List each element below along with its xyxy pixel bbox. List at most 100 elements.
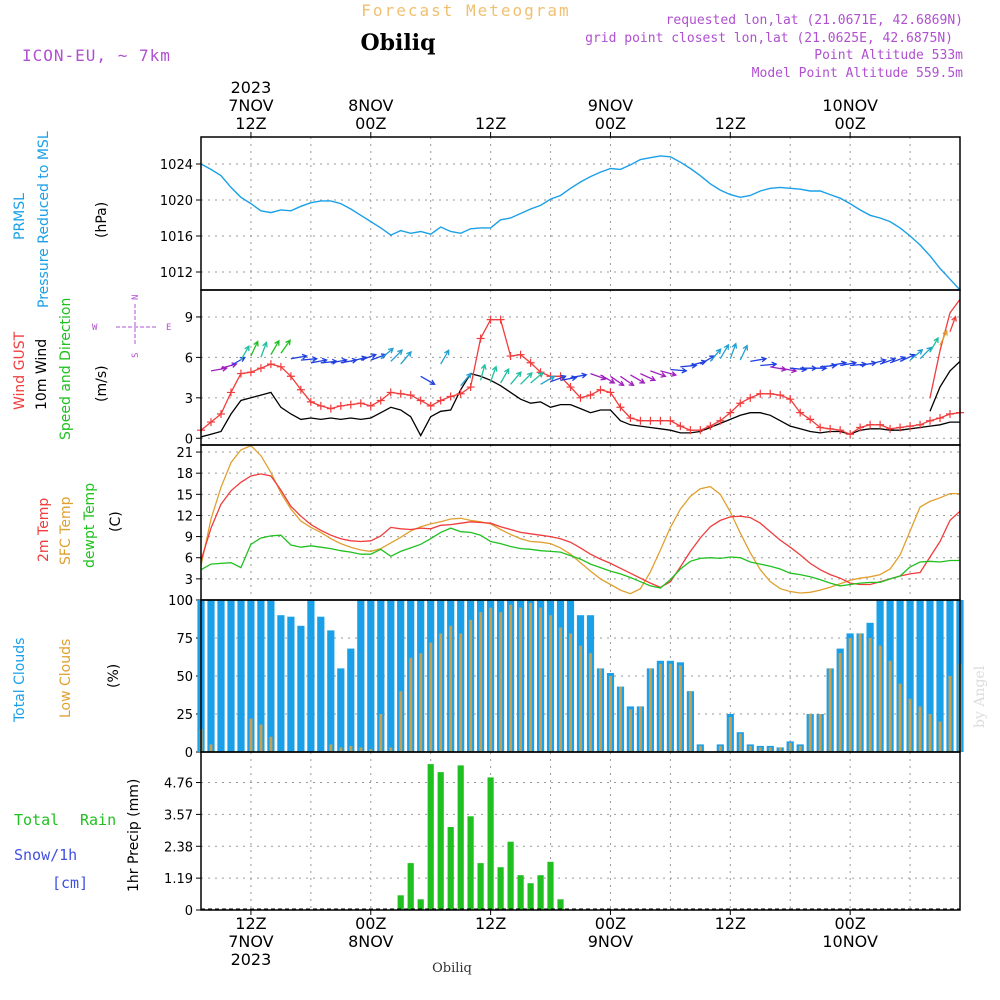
low-cloud-bar — [698, 745, 702, 752]
gust-point — [636, 416, 645, 425]
low-cloud-bar — [559, 627, 562, 752]
wind-direction-arrow — [949, 315, 957, 333]
gust-point — [366, 401, 375, 410]
low-cloud-bar — [798, 745, 802, 752]
low-cloud-bar — [918, 706, 922, 752]
wind-direction-arrow — [600, 374, 616, 384]
low-cloud-bar — [938, 721, 942, 752]
precip-bar — [437, 772, 444, 910]
compass-west: W — [92, 323, 98, 333]
wind-direction-arrow — [540, 375, 556, 385]
gust-point — [436, 396, 445, 405]
gust-point — [916, 420, 925, 429]
low-cloud-bar — [928, 714, 932, 752]
total-cloud-bar — [906, 600, 914, 752]
gust-point — [876, 420, 885, 429]
low-cloud-bar — [888, 660, 892, 752]
low-cloud-bar — [678, 665, 682, 752]
gust-point — [516, 350, 525, 359]
low-cloud-bar — [379, 714, 383, 752]
gust-point — [756, 389, 765, 398]
gust-point — [296, 385, 305, 394]
clouds-ytick-label: 100 — [168, 594, 193, 609]
gust-point — [726, 408, 735, 417]
gust-point — [696, 426, 705, 435]
wind-direction-arrow — [260, 341, 268, 358]
gust-point — [676, 422, 685, 431]
wind-direction-arrow — [610, 375, 625, 387]
low-cloud-bar — [339, 747, 343, 752]
wind-line — [200, 372, 960, 438]
wind-direction-arrow — [570, 372, 588, 379]
gust-point — [216, 410, 225, 418]
gust-point — [606, 388, 615, 397]
gust-point — [656, 416, 665, 425]
precip-bar — [457, 765, 464, 910]
precip-bar — [557, 899, 564, 910]
gust-point — [526, 358, 535, 367]
total-cloud-bar — [397, 600, 405, 752]
wind-direction-arrow — [250, 340, 259, 357]
gust-point — [736, 399, 745, 408]
top-time-label: 00Z — [595, 114, 626, 133]
compass-south: S — [131, 353, 141, 358]
temp-frame — [200, 444, 961, 601]
low-cloud-bar — [579, 645, 582, 752]
gust-point — [416, 396, 425, 405]
low-cloud-bar — [419, 653, 423, 752]
low-cloud-bar — [828, 668, 832, 752]
low-cloud-bar — [519, 607, 522, 752]
low-cloud-bar — [629, 709, 632, 752]
precip-bar — [507, 841, 514, 910]
bottom-time-label: 10NOV — [822, 932, 878, 951]
gust-point — [576, 393, 585, 402]
wind-direction-arrow — [500, 367, 510, 384]
sfc-temp-label: SFC Temp — [58, 496, 74, 565]
gust-point — [326, 404, 335, 413]
gust-point — [506, 352, 515, 361]
gust-point — [926, 416, 935, 425]
low-cloud-bar — [589, 653, 592, 752]
gust-point — [226, 388, 235, 397]
total-cloud-bar — [247, 600, 255, 752]
low-cloud-bar — [818, 714, 822, 752]
low-cloud-bar — [479, 612, 483, 752]
wind-direction-arrow — [520, 372, 533, 385]
low-cloud-bar — [659, 663, 662, 752]
gust-point — [686, 426, 695, 435]
clouds-ytick-label: 0 — [185, 746, 193, 761]
total-cloud-bar — [207, 600, 215, 752]
gust-point — [826, 424, 835, 433]
low-cloud-bar — [469, 619, 473, 752]
wind-speed-dir-label: Speed and Direction — [58, 298, 74, 440]
gust-point — [886, 424, 895, 433]
top-time-label: 10NOV — [822, 96, 878, 115]
low-cloud-bar — [838, 653, 842, 752]
compass-rose: N W E S — [92, 295, 171, 358]
wind-direction-arrow — [460, 372, 472, 387]
clouds-ytick-label: 75 — [176, 632, 193, 647]
top-time-label: 7NOV — [228, 96, 273, 115]
low-cloud-bar — [609, 676, 612, 752]
wind-direction-arrow — [489, 365, 498, 382]
low-cloud-bar — [449, 625, 453, 752]
gust-point — [476, 334, 485, 343]
total-cloud-bar — [277, 615, 285, 752]
top-time-label: 12Z — [715, 114, 746, 133]
gust-point — [766, 389, 775, 398]
bottom-time-label: 12Z — [715, 914, 746, 933]
model-altitude: Model Point Altitude 559.5m — [752, 66, 963, 81]
precip-bar — [447, 827, 454, 910]
precip-panel: 0 1.19 2.38 3.57 4.76 — [164, 752, 960, 919]
wind-direction-arrow — [550, 374, 567, 383]
panels: 1012101610201024036903691215182102550751… — [160, 136, 964, 919]
watermark: by Angel — [972, 665, 988, 728]
total-cloud-bar — [387, 600, 395, 752]
pressure-ytick-label: 1012 — [160, 266, 193, 281]
wind-direction-arrow — [300, 356, 319, 363]
wind-direction-arrow — [929, 336, 939, 353]
gust-point — [336, 401, 345, 410]
gust-point — [276, 362, 285, 371]
